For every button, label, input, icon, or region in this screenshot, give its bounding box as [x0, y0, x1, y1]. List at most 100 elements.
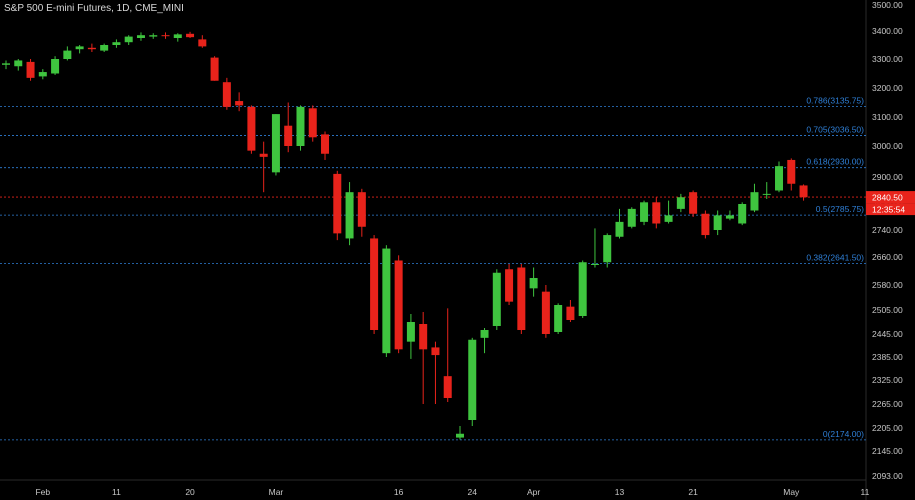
y-tick-label: 2505.00 — [872, 305, 903, 315]
x-tick-label: Apr — [527, 487, 540, 497]
candle-body — [173, 34, 182, 38]
y-tick-label: 2205.00 — [872, 423, 903, 433]
y-tick-label: 2385.00 — [872, 352, 903, 362]
fib-level-label: 0.382(2641.50) — [806, 252, 864, 262]
candle-body — [284, 125, 293, 146]
y-tick-label: 2093.00 — [872, 471, 903, 481]
chart-title: S&P 500 E-mini Futures, 1D, CME_MINI — [4, 3, 184, 14]
candle-body — [370, 238, 379, 330]
candle-body — [541, 291, 550, 334]
candle-body — [136, 35, 145, 38]
x-tick-label: May — [783, 487, 800, 497]
y-tick-label: 2265.00 — [872, 399, 903, 409]
candle-body — [799, 185, 808, 198]
candle-body — [517, 267, 526, 330]
x-tick-label: 24 — [468, 487, 478, 497]
y-tick-label: 2325.00 — [872, 375, 903, 385]
candle-body — [566, 306, 575, 320]
y-tick-label: 2740.00 — [872, 225, 903, 235]
candle-body — [701, 213, 710, 236]
candle-body — [186, 33, 195, 38]
candle-body — [725, 215, 734, 219]
candle-body — [492, 272, 501, 326]
y-tick-label: 3200.00 — [872, 83, 903, 93]
y-tick-label: 3500.00 — [872, 0, 903, 10]
candle-body — [419, 324, 428, 350]
fib-level-label: 0.786(3135.75) — [806, 96, 864, 106]
candle-body — [124, 36, 133, 43]
candle-body — [590, 264, 599, 265]
candle-body — [787, 159, 796, 184]
fib-level-label: 0.5(2785.75) — [816, 204, 864, 214]
candle-body — [26, 61, 35, 78]
candle-body — [689, 192, 698, 214]
candle-body — [455, 433, 464, 438]
x-tick-label: Feb — [35, 487, 50, 497]
x-tick-label: Mar — [269, 487, 284, 497]
x-tick-label: 20 — [185, 487, 195, 497]
fib-level-label: 0(2174.00) — [823, 429, 864, 439]
candle-body — [627, 208, 636, 227]
y-tick-label: 2580.00 — [872, 280, 903, 290]
candle-body — [75, 46, 84, 50]
candle-body — [333, 173, 342, 234]
x-tick-label: 11 — [860, 487, 869, 497]
candle-body — [554, 305, 563, 332]
candle-body — [308, 108, 317, 138]
y-tick-label: 3000.00 — [872, 141, 903, 151]
countdown-value: 12:35:54 — [872, 205, 905, 215]
last-price-value: 2840.50 — [872, 193, 903, 203]
candle-body — [738, 204, 747, 224]
candle-body — [38, 72, 47, 77]
y-tick-label: 2445.00 — [872, 329, 903, 339]
fib-level-label: 0.705(3036.50) — [806, 124, 864, 134]
candle-body — [259, 153, 268, 157]
candle-body — [578, 262, 587, 316]
candle-body — [640, 202, 649, 222]
candle-body — [394, 260, 403, 350]
candle-body — [713, 215, 722, 230]
y-tick-label: 3300.00 — [872, 54, 903, 64]
candle-body — [321, 134, 330, 154]
candle-body — [762, 193, 771, 195]
candle-body — [529, 278, 538, 289]
candle-body — [382, 248, 391, 354]
candle-body — [296, 106, 305, 146]
candle-body — [161, 35, 170, 37]
y-tick-label: 3100.00 — [872, 112, 903, 122]
candle-body — [100, 45, 109, 51]
x-tick-label: 16 — [394, 487, 404, 497]
candle-body — [2, 63, 10, 65]
y-tick-label: 2145.00 — [872, 446, 903, 456]
candle-body — [431, 347, 440, 356]
candle-body — [664, 215, 673, 222]
candle-body — [149, 35, 158, 37]
y-tick-label: 2900.00 — [872, 172, 903, 182]
candle-body — [357, 192, 366, 227]
x-tick-label: 11 — [112, 487, 121, 497]
x-tick-label: 13 — [615, 487, 625, 497]
candle-body — [87, 47, 96, 50]
candle-body — [406, 322, 415, 342]
candle-body — [750, 192, 759, 211]
candle-body — [443, 376, 452, 398]
candle-body — [271, 114, 280, 173]
x-tick-label: 21 — [688, 487, 698, 497]
countdown-badge — [866, 203, 915, 216]
y-tick-label: 3400.00 — [872, 26, 903, 36]
candle-body — [652, 202, 661, 224]
fib-level-label: 0.618(2930.00) — [806, 157, 864, 167]
candle-body — [345, 192, 354, 239]
candle-body — [51, 59, 60, 74]
candle-body — [603, 235, 612, 263]
candle-body — [775, 166, 784, 191]
candle-body — [210, 57, 219, 81]
last-price-badge — [866, 191, 915, 204]
candle-body — [615, 221, 624, 237]
candle-body — [14, 60, 23, 67]
candle-body — [247, 106, 256, 151]
candle-body — [112, 42, 121, 45]
candle-body — [505, 269, 514, 302]
candle-body — [198, 39, 207, 47]
